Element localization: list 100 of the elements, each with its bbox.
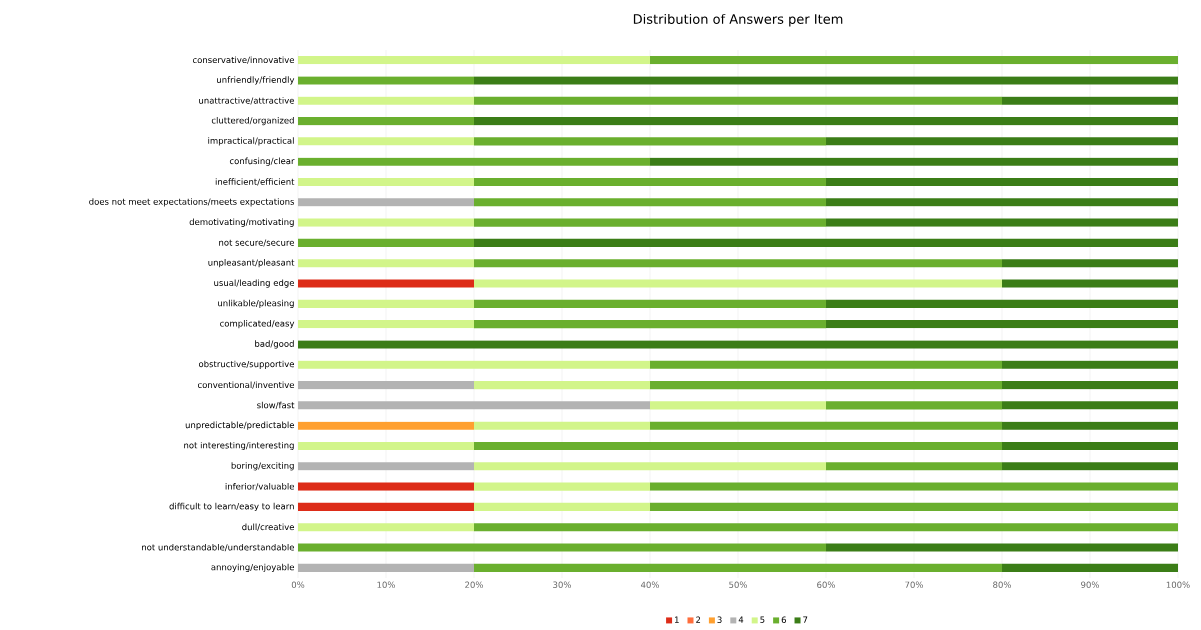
- bar: [474, 238, 1179, 247]
- y-tick-label: not secure/secure: [219, 239, 295, 247]
- bar: [474, 441, 1003, 451]
- bar: [1002, 401, 1179, 410]
- y-tick-label: unlikable/pleasing: [218, 299, 294, 308]
- bar: [298, 299, 475, 308]
- bar: [298, 563, 475, 572]
- chart-title: Distribution of Answers per Item: [633, 13, 843, 27]
- y-tick-label: does not meet expectations/meets expectations: [89, 198, 295, 207]
- bar: [474, 421, 651, 430]
- bar: [826, 462, 1003, 471]
- bar: [826, 543, 1179, 552]
- bar: [298, 381, 475, 390]
- bar: [1002, 96, 1179, 105]
- y-tick-label: impractical/practical: [208, 137, 294, 146]
- y-tick-label: unfriendly/friendly: [217, 76, 295, 85]
- y-tick-label: inferior/valuable: [225, 482, 295, 491]
- bar: [650, 157, 1179, 166]
- bar: [298, 177, 475, 187]
- x-tick-label: 0%: [291, 581, 305, 588]
- x-tick-label: 100%: [1166, 581, 1190, 588]
- bar: [298, 157, 651, 166]
- legend-label: 4: [738, 616, 744, 623]
- y-tick-label: obstructive/supportive: [198, 360, 295, 369]
- x-tick-label: 50%: [729, 581, 747, 588]
- y-tick-label: complicated/easy: [220, 320, 295, 329]
- bar: [298, 401, 651, 410]
- bar: [474, 76, 1179, 85]
- y-tick-label: usual/leading edge: [214, 279, 295, 288]
- y-tick-label: cluttered/organized: [211, 116, 294, 126]
- bar: [298, 96, 475, 105]
- bar: [298, 76, 475, 85]
- bar: [298, 320, 475, 329]
- bar: [650, 381, 1003, 390]
- legend-label: 7: [803, 616, 808, 623]
- bar: [298, 543, 827, 552]
- y-tick-label: unattractive/attractive: [199, 97, 295, 105]
- bar: [826, 137, 1179, 146]
- y-tick-label: bad/good: [255, 340, 294, 349]
- legend-label: 5: [760, 616, 765, 623]
- bar: [298, 462, 475, 471]
- bar: [826, 401, 1003, 410]
- bar: [1002, 563, 1179, 572]
- bar: [474, 96, 1003, 105]
- bar: [1002, 462, 1179, 471]
- bar: [298, 279, 475, 288]
- bar: [826, 198, 1179, 207]
- y-tick-label: confusing/clear: [229, 157, 295, 166]
- bar: [298, 523, 475, 532]
- bar: [1002, 279, 1179, 288]
- legend-label: 1: [675, 616, 679, 623]
- bar: [1002, 441, 1179, 451]
- bar: [474, 137, 827, 146]
- x-tick-label: 70%: [905, 581, 923, 588]
- y-tick-label: unpredictable/predictable: [185, 421, 295, 430]
- bar: [650, 401, 827, 410]
- bar: [650, 421, 1003, 430]
- y-tick-label: not understandable/understandable: [142, 543, 295, 552]
- y-tick-label: dull/creative: [242, 523, 295, 531]
- bar: [474, 381, 651, 390]
- y-tick-label: difficult to learn/easy to learn: [169, 502, 294, 512]
- bar: [650, 502, 1179, 511]
- y-tick-label: conventional/inventive: [197, 381, 295, 389]
- bar: [650, 360, 1003, 369]
- legend-label: 6: [781, 616, 786, 623]
- bar: [298, 502, 475, 511]
- bar: [298, 441, 475, 451]
- bar: [826, 299, 1179, 308]
- bar: [1002, 259, 1179, 268]
- bar: [474, 117, 1179, 126]
- bar: [650, 56, 1179, 65]
- bar: [474, 482, 651, 491]
- bar: [474, 279, 1003, 288]
- bar: [298, 198, 475, 207]
- bar: [826, 177, 1179, 187]
- bar: [474, 462, 827, 471]
- y-tick-label: demotivating/motivating: [189, 218, 294, 227]
- bar: [298, 238, 475, 247]
- bar: [474, 177, 827, 187]
- y-tick-label: unpleasant/pleasant: [208, 259, 295, 268]
- bar: [298, 340, 1179, 349]
- x-tick-label: 30%: [553, 581, 571, 588]
- bar: [474, 198, 827, 207]
- x-tick-label: 90%: [1081, 581, 1099, 588]
- legend-label: 3: [717, 616, 722, 623]
- y-tick-label: slow/fast: [257, 401, 295, 409]
- y-tick-label: conservative/innovative: [192, 56, 295, 64]
- x-tick-label: 20%: [465, 581, 483, 588]
- bar: [474, 218, 827, 227]
- legend-label: 2: [696, 616, 701, 623]
- bar: [1002, 421, 1179, 430]
- bar: [474, 502, 651, 511]
- bar: [474, 320, 827, 329]
- x-tick-label: 10%: [377, 581, 395, 588]
- x-tick-label: 60%: [817, 581, 835, 588]
- bar: [474, 259, 1003, 268]
- bar: [298, 137, 475, 146]
- y-tick-label: boring/exciting: [231, 462, 294, 471]
- bar: [1002, 381, 1179, 390]
- bar: [298, 56, 651, 65]
